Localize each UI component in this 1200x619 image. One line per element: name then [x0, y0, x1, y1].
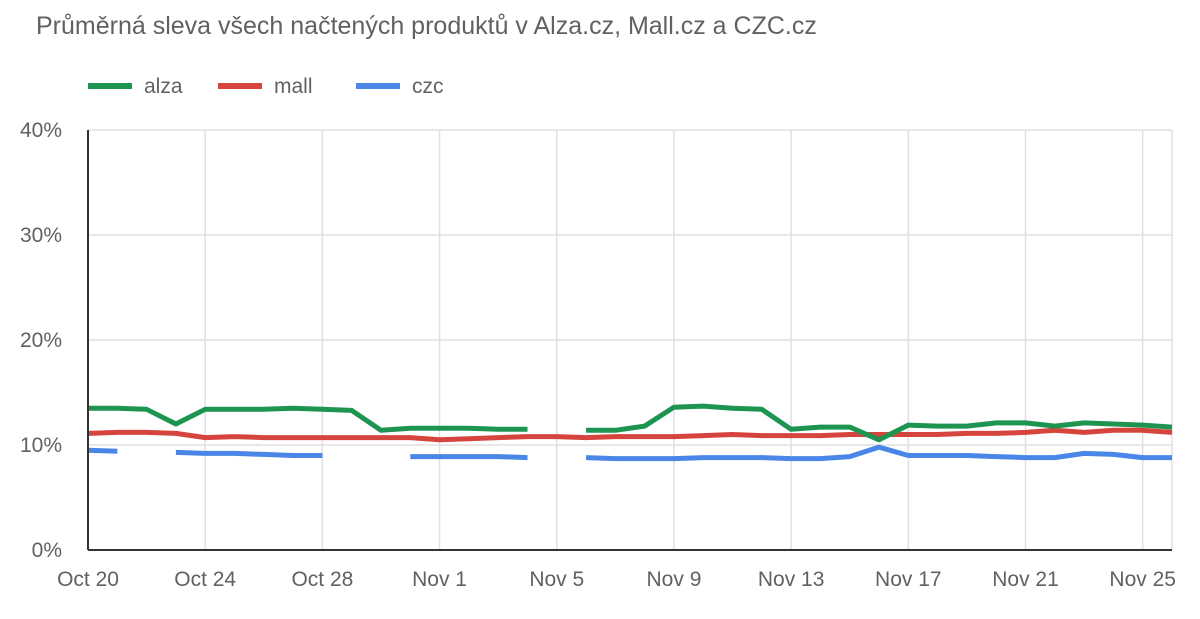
series-line-mall [87, 427, 1173, 443]
x-tick-label: Nov 21 [992, 568, 1059, 591]
x-tick-label: Nov 13 [758, 568, 825, 591]
legend-label-mall: mall [274, 75, 313, 98]
x-tick-label: Oct 20 [57, 568, 119, 591]
x-tick-label: Oct 24 [174, 568, 236, 591]
x-tick-label: Nov 5 [529, 568, 584, 591]
series-line-czc [87, 444, 1172, 462]
chart-title: Průměrná sleva všech načtených produktů … [36, 12, 817, 40]
y-tick-label: 20% [20, 329, 62, 352]
x-tick-label: Nov 25 [1109, 568, 1176, 591]
x-tick-label: Nov 9 [647, 568, 702, 591]
y-tick-label: 40% [20, 119, 62, 142]
x-tick-label: Oct 28 [291, 568, 353, 591]
y-tick-label: 30% [20, 224, 62, 247]
y-tick-label: 10% [20, 434, 62, 457]
x-tick-label: Nov 17 [875, 568, 942, 591]
series-line-alza [88, 403, 1173, 443]
legend-label-czc: czc [412, 75, 444, 98]
x-tick-label: Nov 1 [412, 568, 467, 591]
y-tick-label: 0% [32, 539, 62, 562]
legend-label-alza: alza [144, 75, 183, 98]
